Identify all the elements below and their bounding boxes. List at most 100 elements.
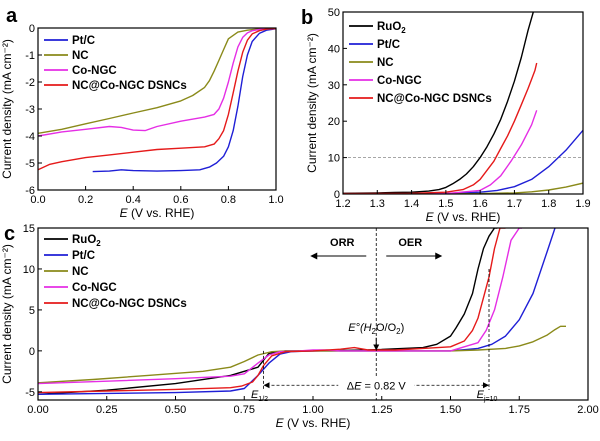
x-tick-label: 1.25 — [371, 404, 392, 416]
x-tick-label: 0.2 — [78, 194, 93, 206]
y-tick-label: -5 — [25, 158, 35, 170]
x-tick-label: 0.50 — [165, 404, 186, 416]
legend-label: Co-NGC — [72, 282, 117, 294]
legend-label: NC — [377, 57, 394, 69]
annotations: ORR OER E°(H2O/O2) ΔE = 0.82 V E1/2 Ej=10 — [251, 228, 498, 403]
y-tick-label: 0 — [334, 189, 340, 201]
legend: RuO2 Pt/C NC Co-NGC NC@Co-NGC DSNCs — [349, 21, 492, 105]
legend-label: NC@Co-NGC DSNCs — [72, 80, 187, 92]
panel-label: b — [301, 7, 313, 29]
y-tick-label: 40 — [328, 43, 340, 55]
e0-label: E°(H2O/O2) — [348, 322, 404, 336]
panel-b: 1.2 1.3 1.4 1.5 1.6 1.7 1.8 1.9 0 10 20 30 40 50 E (V … — [301, 7, 591, 224]
x-axis-label: E (V vs. RHE) — [120, 206, 195, 220]
y-axis-label: Current density (mA cm⁻²) — [305, 33, 319, 173]
y-tick-label: -4 — [25, 131, 35, 143]
y-tick-label: -2 — [25, 77, 35, 89]
x-tick-label: 1.3 — [370, 198, 385, 210]
plot-frame — [37, 227, 589, 401]
legend-label: RuO2 — [72, 234, 101, 248]
legend-label: Pt/C — [377, 39, 400, 51]
legend-label: NC@Co-NGC DSNCs — [377, 93, 492, 105]
panel-c: 0.00 0.25 0.50 0.75 1.00 1.25 1.50 1.75 2.00 15 10… — [0, 223, 599, 430]
y-tick-label: 10 — [328, 153, 340, 165]
y-tick-label: -5 — [25, 387, 35, 399]
x-tick-label: 1.7 — [507, 198, 522, 210]
series-line-co-ngc — [38, 28, 276, 137]
legend-label: Pt/C — [72, 250, 95, 262]
orr-arrowhead — [310, 252, 318, 260]
series-line-pt-c — [38, 228, 556, 395]
y-tick-label: -6 — [25, 185, 35, 197]
x-tick-label: 1.00 — [302, 404, 323, 416]
legend: RuO2 Pt/C NC Co-NGC NC@Co-NGC DSNCs — [44, 234, 187, 310]
delta-e-arrowhead-right — [483, 382, 489, 389]
y-tick-label: 20 — [328, 116, 340, 128]
x-tick-label: 1.4 — [404, 198, 419, 210]
series-group — [38, 228, 566, 395]
x-tick-label: 0.0 — [30, 194, 45, 206]
x-tick-label: 0.75 — [234, 404, 255, 416]
x-tick-label: 1.5 — [438, 198, 453, 210]
y-tick-label: -1 — [25, 50, 35, 62]
x-tick-label: 1.9 — [575, 198, 590, 210]
legend-label: NC — [72, 266, 89, 278]
legend-label: RuO2 — [377, 21, 406, 35]
panel-a: 0.0 0.2 0.4 0.6 0.8 1.0 0 -1 -2 -3 -4 -5 -6 E (V vs. … — [0, 5, 284, 220]
y-tick-label: 30 — [328, 80, 340, 92]
e0-pointer-head — [373, 344, 380, 351]
y-tick-label: 50 — [328, 7, 340, 19]
panel-label: a — [6, 5, 18, 27]
x-axis-label: E (V vs. RHE) — [426, 210, 501, 224]
y-tick-label: -3 — [25, 104, 35, 116]
legend-label: NC — [72, 50, 89, 62]
x-tick-label: 0.4 — [126, 194, 141, 206]
series-line-pt-c — [343, 129, 583, 194]
x-tick-label: 1.6 — [472, 198, 487, 210]
x-tick-label: 1.2 — [335, 198, 350, 210]
series-line-nc-co-ngc-dsncs — [38, 28, 276, 171]
legend: Pt/C NC Co-NGC NC@Co-NGC DSNCs — [44, 35, 187, 92]
delta-e-arrowhead-left — [263, 382, 270, 389]
y-tick-label: 0 — [29, 346, 35, 358]
oer-arrowhead — [435, 252, 443, 260]
delta-e-bg — [338, 377, 415, 392]
series-group — [38, 28, 276, 173]
series-line-nc-co-ngc-dsncs — [38, 228, 506, 394]
y-tick-label: 10 — [23, 264, 35, 276]
y-tick-label: 0 — [29, 23, 35, 35]
legend-label: Co-NGC — [72, 65, 117, 77]
y-axis-label: Current density (mA cm⁻²) — [0, 39, 14, 179]
y-tick-label: 5 — [29, 305, 35, 317]
e-half-label: E1/2 — [251, 389, 268, 403]
x-tick-label: 1.50 — [440, 404, 461, 416]
x-tick-label: 0.8 — [221, 194, 236, 206]
x-axis-label: E (V vs. RHE) — [276, 416, 351, 430]
series-line-co-ngc — [343, 110, 538, 194]
orr-label: ORR — [330, 237, 355, 249]
e-j10-label: Ej=10 — [477, 389, 498, 403]
x-tick-label: 1.8 — [541, 198, 556, 210]
x-tick-label: 1.0 — [268, 194, 283, 206]
oer-label: OER — [398, 237, 422, 249]
legend-label: Co-NGC — [377, 75, 422, 87]
series-line-nc-co-ngc-dsncs — [343, 62, 538, 194]
series-line-ruo2 — [38, 228, 498, 395]
y-tick-label: 15 — [23, 223, 35, 235]
x-tick-label: 1.75 — [509, 404, 530, 416]
series-line-nc — [38, 325, 566, 384]
panel-label: c — [4, 223, 15, 245]
x-tick-label: 0.25 — [96, 404, 117, 416]
series-line-nc — [38, 28, 276, 134]
x-tick-label: 0.00 — [27, 404, 48, 416]
y-axis-label: Current density (mA cm⁻²) — [0, 244, 14, 384]
x-tick-label: 0.6 — [173, 194, 188, 206]
delta-e-label: ΔE = 0.82 V — [347, 380, 407, 392]
plot-frame — [342, 11, 584, 195]
x-tick-label: 2.00 — [577, 404, 598, 416]
series-line-pt-c — [92, 28, 276, 173]
legend-label: Pt/C — [72, 35, 95, 47]
series-line-ruo2 — [343, 12, 534, 194]
legend-label: NC@Co-NGC DSNCs — [72, 298, 187, 310]
